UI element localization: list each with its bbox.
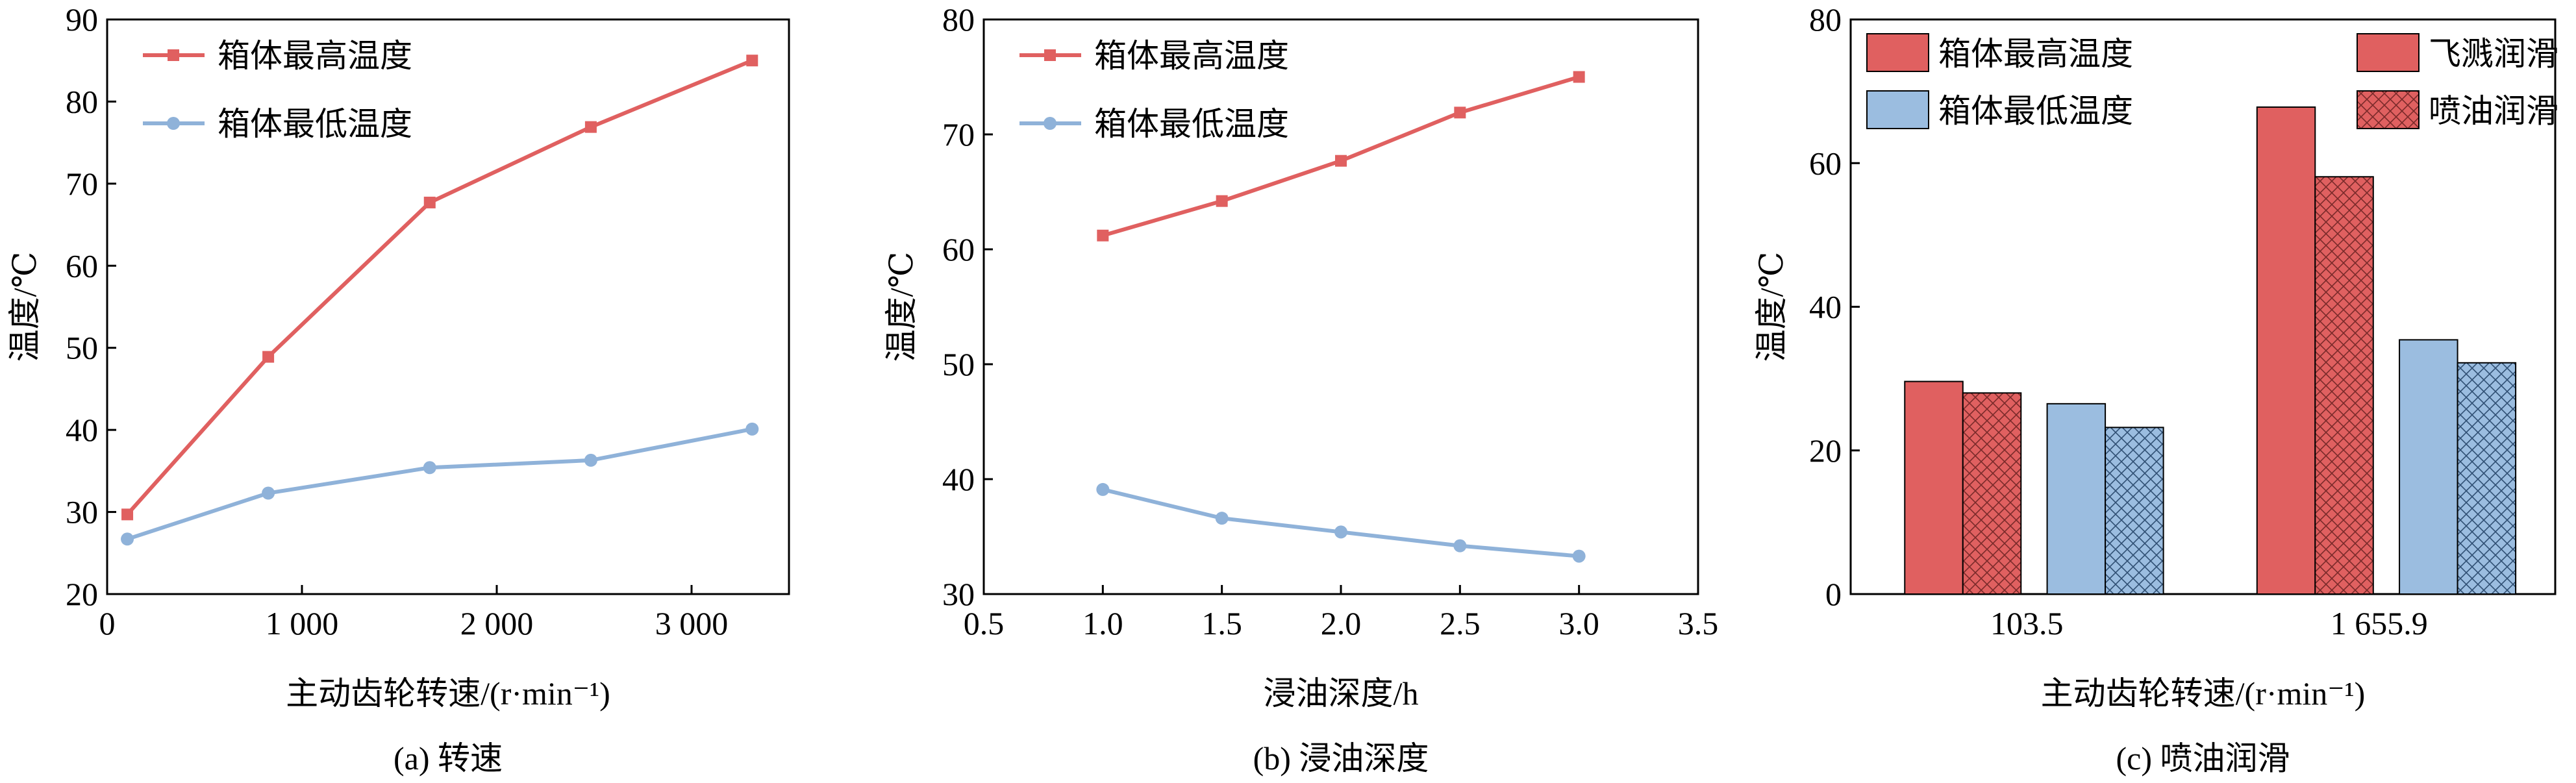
plot-frame xyxy=(982,18,1699,595)
y-tick-label: 20 xyxy=(66,576,98,612)
legend-label: 箱体最低温度 xyxy=(1938,93,2133,129)
bar xyxy=(2314,176,2374,595)
x-tick-label: 2.5 xyxy=(1440,605,1481,641)
legend-label: 箱体最低温度 xyxy=(1094,106,1289,142)
y-tick-label: 0 xyxy=(1825,576,1842,612)
x-tick-label: 2 000 xyxy=(460,605,534,641)
legend-marker xyxy=(167,117,180,130)
data-point xyxy=(746,55,758,67)
legend-label: 箱体最高温度 xyxy=(1938,36,2133,72)
chart-panel-b: 30 40 50 60 70 80 温度/℃ 0.5 1.0 1.5 2.0 2.5 3.0 3.5 浸油深… xyxy=(883,1,1718,777)
chart-caption: (c) 喷油润滑 xyxy=(2116,740,2290,777)
data-point xyxy=(1453,539,1467,553)
chart-caption: (a) 转速 xyxy=(394,740,503,777)
data-point xyxy=(1573,71,1585,83)
y-tick-label: 90 xyxy=(66,1,98,38)
data-point xyxy=(1097,229,1109,242)
data-point xyxy=(584,121,597,133)
y-tick-label: 40 xyxy=(1809,289,1842,325)
x-axis-label: 主动齿轮转速/(r·min⁻¹) xyxy=(286,675,610,712)
x-tick-label: 103.5 xyxy=(1990,605,2064,641)
series-line xyxy=(1102,488,1579,558)
x-tick-label: 3.0 xyxy=(1558,605,1599,641)
y-tick-label: 70 xyxy=(942,116,975,153)
legend-marker xyxy=(1044,49,1056,61)
data-point xyxy=(262,486,275,500)
legend-marker xyxy=(168,49,179,61)
data-point xyxy=(1096,482,1110,496)
y-tick-label: 80 xyxy=(942,1,975,38)
data-point xyxy=(423,196,436,208)
legend-swatch xyxy=(2357,90,2420,129)
data-point xyxy=(1215,512,1229,525)
bar xyxy=(2256,106,2316,595)
data-point xyxy=(1216,195,1228,207)
y-tick-label: 50 xyxy=(66,330,98,366)
x-tick-label: 0 xyxy=(99,605,116,641)
chart-panel-a: 20 30 40 50 60 70 80 90 温度/℃ 0 1 000 2 000 3 000 主动齿轮… xyxy=(6,1,790,777)
legend-swatch xyxy=(1866,90,1929,129)
bar xyxy=(2105,427,2164,595)
y-tick-label: 60 xyxy=(66,247,98,284)
y-tick-label: 30 xyxy=(942,576,975,612)
x-tick-label: 0.5 xyxy=(964,605,1005,641)
x-tick-label: 1 000 xyxy=(266,605,339,641)
series-line xyxy=(127,427,753,541)
y-tick-label: 30 xyxy=(66,494,98,530)
x-tick-label: 1.0 xyxy=(1082,605,1123,641)
chart-caption: (b) 浸油深度 xyxy=(1253,740,1429,777)
plot-frame xyxy=(106,18,790,595)
data-point xyxy=(745,422,759,436)
legend-marker xyxy=(1044,117,1057,130)
y-tick-label: 20 xyxy=(1809,432,1842,469)
data-point xyxy=(1334,525,1347,539)
x-tick-label: 3 000 xyxy=(655,605,729,641)
y-tick-label: 80 xyxy=(1809,1,1842,38)
data-point xyxy=(262,351,275,363)
bar xyxy=(1962,392,2022,595)
y-tick-label: 40 xyxy=(66,412,98,448)
data-point xyxy=(1454,106,1466,119)
bar xyxy=(2457,362,2517,595)
legend-swatch xyxy=(1866,33,1929,72)
x-axis-label: 主动齿轮转速/(r·min⁻¹) xyxy=(2041,675,2366,712)
y-tick-label: 60 xyxy=(942,231,975,267)
x-tick-label: 1 655.9 xyxy=(2331,605,2428,641)
legend-label: 飞溅润滑 xyxy=(2429,36,2558,72)
bar xyxy=(2046,403,2107,595)
x-axis-label: 浸油深度/h xyxy=(1264,675,1419,712)
data-point xyxy=(423,461,436,475)
data-point xyxy=(121,508,134,521)
x-tick-label: 3.5 xyxy=(1678,605,1719,641)
y-axis-label: 温度/℃ xyxy=(6,252,43,362)
legend-label: 箱体最低温度 xyxy=(218,106,412,142)
y-tick-label: 50 xyxy=(942,346,975,382)
chart-panel-c: 0 20 40 60 80 温度/℃ 主动齿轮转速/(r·min⁻¹) (c) 喷油润滑 103… xyxy=(1753,1,2558,777)
data-point xyxy=(584,453,597,467)
y-tick-label: 40 xyxy=(942,461,975,497)
bar xyxy=(2399,339,2458,595)
y-axis-label: 温度/℃ xyxy=(1753,252,1790,362)
legend-swatch xyxy=(2357,33,2420,72)
y-axis-label: 温度/℃ xyxy=(883,252,919,362)
x-tick-label: 2.0 xyxy=(1321,605,1362,641)
y-tick-label: 80 xyxy=(66,83,98,119)
y-tick-label: 70 xyxy=(66,166,98,202)
legend-label: 箱体最高温度 xyxy=(218,38,412,74)
legend-label: 喷油润滑 xyxy=(2429,93,2558,129)
data-point xyxy=(1335,155,1347,167)
legend-label: 箱体最高温度 xyxy=(1094,38,1289,74)
x-tick-label: 1.5 xyxy=(1201,605,1242,641)
y-tick-label: 60 xyxy=(1809,145,1842,181)
data-point xyxy=(121,532,134,546)
data-point xyxy=(1572,549,1586,563)
bar xyxy=(1904,380,1964,595)
